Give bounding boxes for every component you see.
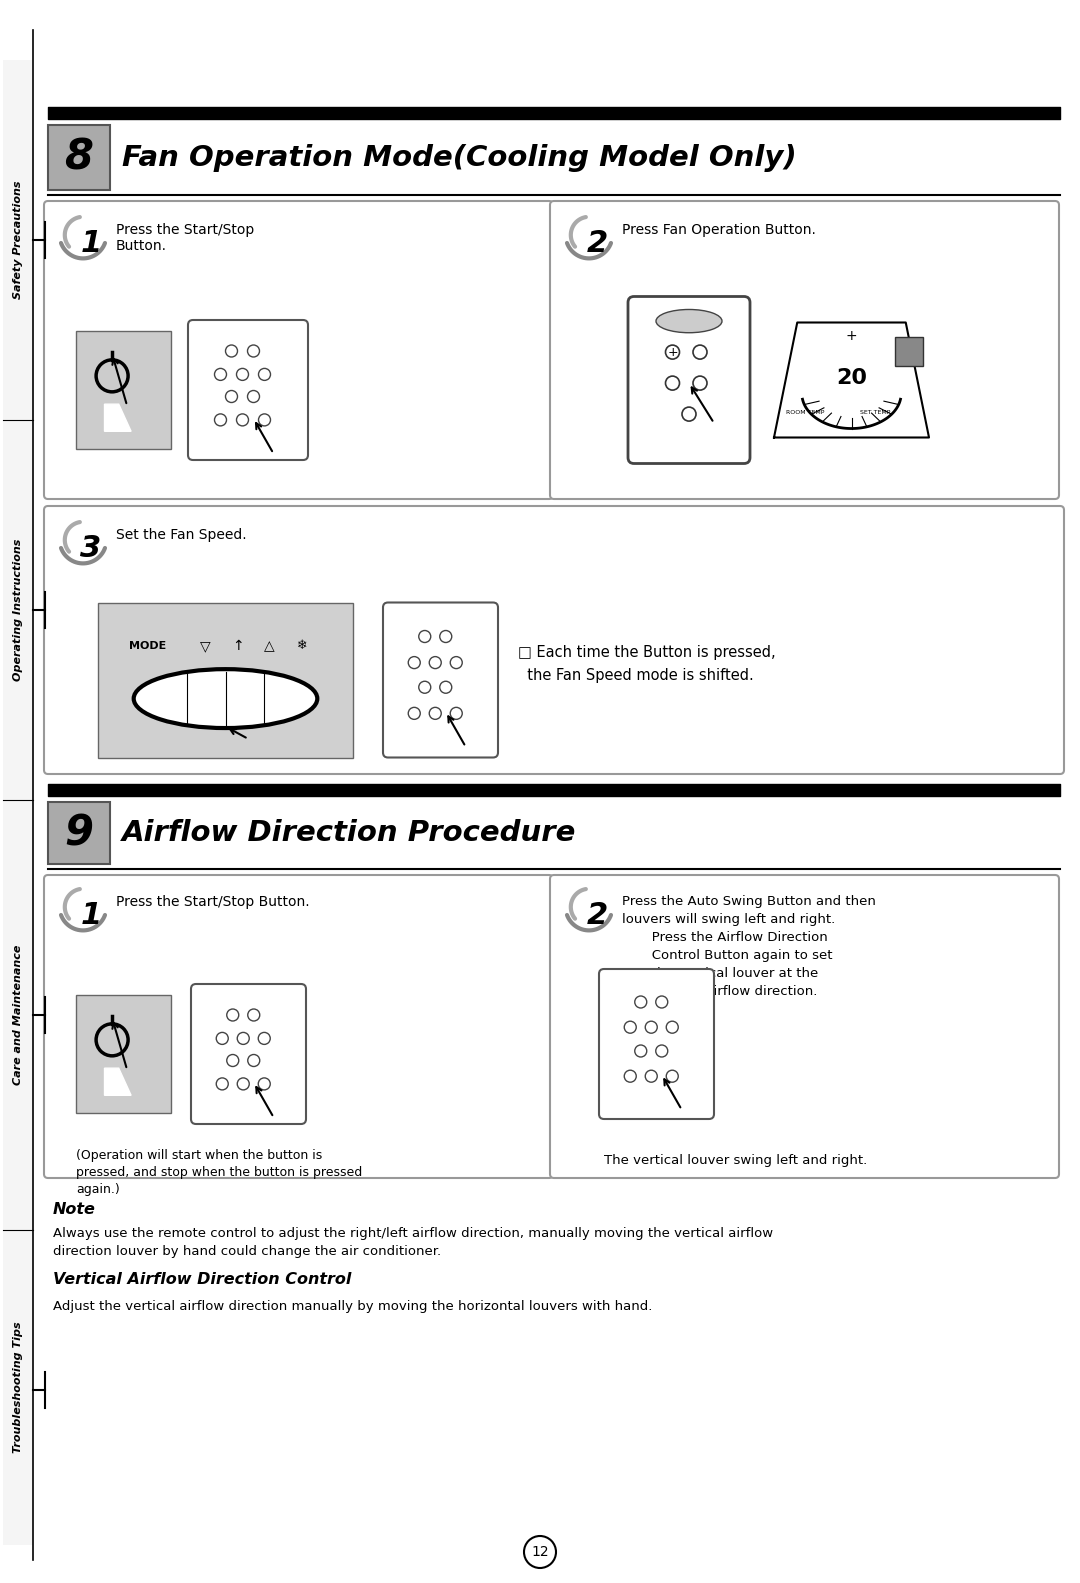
- Text: +: +: [846, 329, 858, 344]
- FancyBboxPatch shape: [599, 969, 714, 1119]
- Ellipse shape: [134, 670, 318, 728]
- Polygon shape: [105, 1069, 131, 1095]
- Text: Set the Fan Speed.: Set the Fan Speed.: [116, 529, 246, 541]
- Text: louvers will swing left and right.: louvers will swing left and right.: [622, 913, 835, 926]
- Text: 2: 2: [586, 901, 608, 929]
- FancyBboxPatch shape: [627, 296, 750, 464]
- Bar: [3, 419, 33, 799]
- Text: Vertical Airflow Direction Control: Vertical Airflow Direction Control: [53, 1273, 351, 1287]
- Bar: [895, 337, 922, 366]
- Text: □ Each time the Button is pressed,: □ Each time the Button is pressed,: [518, 644, 775, 660]
- Bar: [3, 799, 33, 1230]
- Bar: [98, 603, 353, 758]
- FancyBboxPatch shape: [383, 603, 498, 758]
- Text: 3: 3: [80, 533, 102, 562]
- Text: Press the Start/Stop
Button.: Press the Start/Stop Button.: [116, 223, 254, 253]
- Text: Control Button again to set: Control Button again to set: [622, 948, 833, 962]
- Bar: [48, 125, 110, 190]
- Text: +: +: [667, 345, 678, 359]
- Polygon shape: [774, 323, 929, 437]
- FancyBboxPatch shape: [44, 201, 553, 499]
- Text: △: △: [264, 640, 274, 652]
- FancyBboxPatch shape: [550, 875, 1059, 1178]
- Text: 8: 8: [65, 136, 94, 179]
- FancyBboxPatch shape: [44, 875, 553, 1178]
- Text: Press the Start/Stop Button.: Press the Start/Stop Button.: [116, 894, 310, 909]
- FancyBboxPatch shape: [550, 201, 1059, 499]
- Text: Press the Auto Swing Button and then: Press the Auto Swing Button and then: [622, 894, 876, 909]
- Text: ROOM TEMP: ROOM TEMP: [786, 410, 824, 415]
- Text: Note: Note: [53, 1201, 96, 1217]
- Text: SET TEMP: SET TEMP: [860, 410, 890, 415]
- Text: Safety Precautions: Safety Precautions: [13, 180, 23, 299]
- Text: Press Fan Operation Button.: Press Fan Operation Button.: [622, 223, 815, 237]
- Text: 12: 12: [531, 1545, 549, 1559]
- Text: pressed, and stop when the button is pressed: pressed, and stop when the button is pre…: [76, 1167, 362, 1179]
- Text: desired airflow direction.: desired airflow direction.: [622, 985, 818, 997]
- FancyBboxPatch shape: [44, 507, 1064, 774]
- Bar: [48, 803, 110, 864]
- Bar: [3, 60, 33, 419]
- Text: Operating Instructions: Operating Instructions: [13, 538, 23, 681]
- Bar: [76, 331, 171, 450]
- FancyBboxPatch shape: [188, 320, 308, 461]
- FancyBboxPatch shape: [191, 985, 306, 1124]
- Text: Airflow Direction Procedure: Airflow Direction Procedure: [122, 818, 577, 847]
- Text: The vertical louver swing left and right.: The vertical louver swing left and right…: [604, 1154, 867, 1167]
- Bar: [76, 996, 171, 1113]
- Text: 1: 1: [80, 901, 102, 929]
- Text: again.): again.): [76, 1183, 120, 1197]
- Text: Troubleshooting Tips: Troubleshooting Tips: [13, 1322, 23, 1453]
- Text: ❄: ❄: [297, 640, 307, 652]
- Text: MODE: MODE: [129, 641, 166, 651]
- Text: Always use the remote control to adjust the right/left airflow direction, manual: Always use the remote control to adjust …: [53, 1227, 773, 1239]
- Text: Care and Maintenance: Care and Maintenance: [13, 945, 23, 1086]
- Text: 1: 1: [80, 228, 102, 258]
- Text: ↑: ↑: [232, 640, 244, 652]
- Text: the Fan Speed mode is shifted.: the Fan Speed mode is shifted.: [518, 668, 754, 682]
- Text: (Operation will start when the button is: (Operation will start when the button is: [76, 1149, 322, 1162]
- Text: direction louver by hand could change the air conditioner.: direction louver by hand could change th…: [53, 1244, 441, 1258]
- Text: ▽: ▽: [200, 640, 211, 652]
- Text: Adjust the vertical airflow direction manually by moving the horizontal louvers : Adjust the vertical airflow direction ma…: [53, 1300, 652, 1312]
- Bar: [3, 1230, 33, 1545]
- Text: Fan Operation Mode(Cooling Model Only): Fan Operation Mode(Cooling Model Only): [122, 144, 797, 171]
- Text: 9: 9: [65, 812, 94, 853]
- Text: 20: 20: [836, 367, 867, 388]
- Text: the Vertical louver at the: the Vertical louver at the: [622, 967, 819, 980]
- Text: Press the Airflow Direction: Press the Airflow Direction: [622, 931, 827, 943]
- Text: 2: 2: [586, 228, 608, 258]
- Ellipse shape: [656, 309, 723, 332]
- Polygon shape: [105, 404, 131, 431]
